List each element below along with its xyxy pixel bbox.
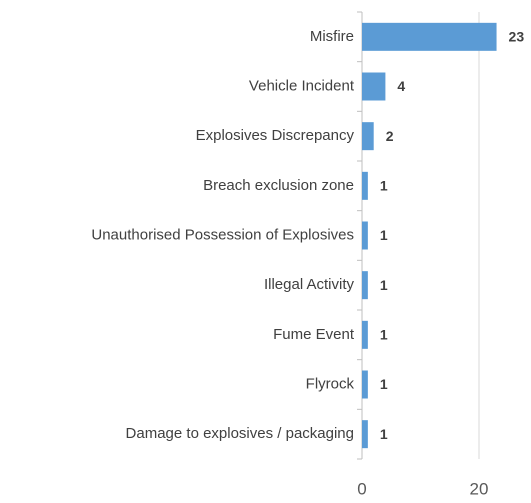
bar [362, 171, 368, 200]
x-tick-label: 20 [470, 479, 489, 498]
data-label: 4 [397, 78, 405, 94]
y-tick-label: Fume Event [273, 326, 355, 343]
bar [362, 221, 368, 250]
data-label: 1 [380, 426, 388, 442]
bar [362, 72, 386, 101]
data-label: 1 [380, 277, 388, 293]
bar [362, 122, 374, 151]
data-label: 1 [380, 327, 388, 343]
y-tick-label: Flyrock [306, 375, 355, 392]
y-tick-label: Unauthorised Possession of Explosives [91, 226, 354, 243]
data-label: 23 [509, 29, 525, 45]
y-tick-label: Explosives Discrepancy [196, 127, 355, 144]
data-label: 1 [380, 376, 388, 392]
bar [362, 271, 368, 300]
y-tick-label: Illegal Activity [264, 276, 355, 293]
data-label: 1 [380, 178, 388, 194]
y-tick-label: Breach exclusion zone [203, 177, 354, 194]
y-tick-label: Misfire [310, 28, 354, 45]
bar [362, 22, 497, 51]
x-tick-label: 0 [357, 479, 366, 498]
y-tick-label: Damage to explosives / packaging [126, 425, 354, 442]
data-label: 1 [380, 227, 388, 243]
data-label: 2 [386, 128, 394, 144]
y-tick-label: Vehicle Incident [249, 77, 355, 94]
bar [362, 320, 368, 349]
bar [362, 370, 368, 399]
bar [362, 420, 368, 449]
